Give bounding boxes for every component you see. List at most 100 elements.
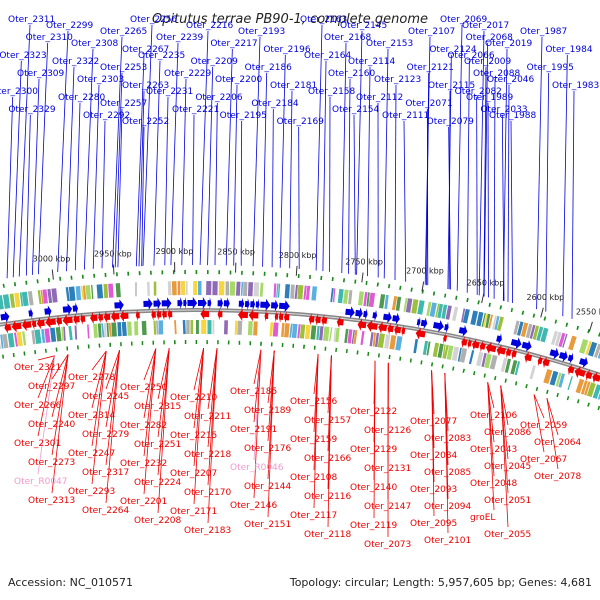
gene-label-bottom[interactable]: Oter_2315 [134, 402, 181, 412]
gene-label-bottom[interactable]: Oter_2210 [170, 393, 218, 403]
gene-arrow[interactable] [308, 313, 315, 326]
gene-label-top[interactable]: Oter_2196 [263, 45, 311, 55]
gene-label-top[interactable]: Oter_2300 [0, 87, 38, 97]
gene-label-bottom[interactable]: Oter_2176 [244, 444, 292, 454]
gene-arrow[interactable] [443, 332, 448, 345]
gene-label-bottom[interactable]: Oter_2147 [364, 502, 411, 512]
gene-arrow[interactable] [321, 314, 328, 327]
gene-arrow[interactable] [372, 309, 378, 322]
gene-arrow[interactable] [260, 298, 271, 311]
gene-arrow[interactable] [0, 310, 10, 323]
gene-label-top[interactable]: Oter_2256 [130, 15, 178, 25]
rna-label-bottom[interactable]: Oter_R0046 [230, 463, 284, 473]
gene-arrow[interactable] [207, 297, 212, 310]
gene-label-top[interactable]: Oter_1984 [545, 45, 593, 55]
gene-label-bottom[interactable]: Oter_2051 [484, 496, 531, 506]
gene-label-bottom[interactable]: Oter_2073 [364, 540, 411, 550]
gene-label-top[interactable]: Oter_2239 [156, 33, 204, 43]
gene-label-top[interactable]: Oter_2308 [71, 39, 119, 49]
gene-arrow[interactable] [4, 321, 12, 334]
gene-label-top[interactable]: Oter_2033 [480, 105, 527, 115]
gene-label-bottom[interactable]: Oter_2118 [304, 530, 352, 540]
gene-arrow[interactable] [567, 363, 575, 376]
gene-label-top[interactable]: Oter_2303 [77, 75, 124, 85]
gene-label-bottom[interactable]: Oter_2301 [14, 439, 61, 449]
gene-label-bottom[interactable]: Oter_2108 [290, 473, 338, 483]
gene-arrow[interactable] [274, 310, 279, 323]
gene-label-bottom[interactable]: Oter_2106 [470, 411, 518, 421]
gene-label-top[interactable]: Oter_2299 [46, 21, 94, 31]
gene-arrow[interactable] [537, 354, 543, 367]
gene-label-top[interactable]: Oter_2107 [408, 27, 455, 37]
gene-label-bottom[interactable]: Oter_2293 [68, 487, 115, 497]
gene-label-top[interactable]: Oter_2310 [26, 33, 74, 43]
gene-label-top[interactable]: Oter_2111 [382, 111, 429, 121]
gene-label-bottom[interactable]: Oter_2218 [184, 450, 232, 460]
gene-arrow[interactable] [45, 316, 56, 329]
gene-label-bottom[interactable]: Oter_2146 [230, 501, 278, 511]
gene-label-bottom[interactable]: Oter_2207 [170, 469, 217, 479]
gene-label-bottom[interactable]: Oter_2129 [350, 445, 398, 455]
gene-arrow[interactable] [248, 309, 259, 322]
gene-arrow[interactable] [264, 310, 269, 322]
gene-label-top[interactable]: Oter_2329 [8, 105, 56, 115]
gene-label-bottom[interactable]: Oter_2085 [424, 468, 471, 478]
gene-label-bottom[interactable]: Oter_2189 [244, 406, 292, 416]
gene-label-bottom[interactable]: Oter_2201 [120, 497, 167, 507]
gene-label-top[interactable]: Oter_2066 [447, 51, 495, 61]
gene-label-top[interactable]: Oter_2206 [195, 93, 243, 103]
gene-arrow[interactable] [198, 297, 207, 309]
gene-arrow[interactable] [485, 342, 497, 354]
gene-arrow[interactable] [98, 311, 104, 324]
gene-arrow[interactable] [223, 297, 230, 310]
gene-label-top[interactable]: Oter_1995 [527, 63, 574, 73]
gene-arrow[interactable] [542, 356, 550, 369]
gene-arrow[interactable] [574, 366, 586, 379]
gene-label-bottom[interactable]: Oter_2159 [290, 435, 338, 445]
gene-label-top[interactable]: Oter_2163 [300, 15, 347, 25]
gene-label-top[interactable]: Oter_2181 [270, 81, 317, 91]
gene-label-bottom[interactable]: Oter_2191 [230, 425, 277, 435]
gene-label-bottom[interactable]: Oter_2266 [14, 401, 62, 411]
gene-arrow[interactable] [394, 323, 402, 336]
gene-label-top[interactable]: Oter_2265 [100, 27, 147, 37]
gene-label-bottom[interactable]: Oter_2317 [82, 468, 129, 478]
gene-label-top[interactable]: Oter_1983 [552, 81, 599, 91]
gene-arrow[interactable] [401, 324, 406, 337]
gene-label-top[interactable]: Oter_2153 [366, 39, 413, 49]
gene-arrow[interactable] [336, 316, 344, 329]
gene-label-bottom[interactable]: Oter_2211 [184, 412, 231, 422]
gene-label-bottom[interactable]: Oter_2094 [424, 502, 472, 512]
gene-arrow[interactable] [357, 318, 367, 331]
gene-label-bottom[interactable]: Oter_2067 [520, 455, 567, 465]
gene-label-top[interactable]: Oter_2216 [186, 21, 234, 31]
gene-label-bottom[interactable]: Oter_2059 [520, 421, 568, 431]
gene-arrow[interactable] [345, 306, 355, 319]
gene-arrow[interactable] [161, 297, 172, 310]
gene-label-bottom[interactable]: Oter_2224 [134, 478, 182, 488]
gene-arrow[interactable] [283, 311, 290, 324]
gene-arrow[interactable] [366, 320, 378, 332]
gene-arrow[interactable] [255, 298, 260, 311]
gene-label-top[interactable]: Oter_2145 [340, 21, 387, 31]
gene-label-bottom[interactable]: Oter_2208 [134, 516, 182, 526]
gene-arrow[interactable] [73, 313, 80, 326]
gene-label-top[interactable]: Oter_2160 [328, 69, 376, 79]
gene-arrow[interactable] [153, 297, 161, 310]
gene-label-bottom[interactable]: Oter_2095 [410, 519, 457, 529]
gene-labels-bottom[interactable]: Oter_2321Oter_2297Oter_2266Oter_2240Oter… [14, 363, 582, 550]
gene-label-top[interactable]: Oter_2158 [308, 87, 356, 97]
gene-label-bottom[interactable]: Oter_2083 [424, 434, 471, 444]
gene-label-bottom[interactable]: Oter_2297 [28, 382, 75, 392]
gene-labels-top[interactable]: Oter_2311 Oter_2310 Oter_2323 Oter_2309 Oter… [0, 15, 599, 127]
gene-label-bottom[interactable]: Oter_2166 [304, 454, 352, 464]
gene-arrow[interactable] [387, 322, 394, 335]
gene-label-bottom[interactable]: Oter_2084 [410, 451, 458, 461]
gene-label-top[interactable]: Oter_2322 [52, 57, 99, 67]
gene-label-bottom[interactable]: Oter_2250 [120, 383, 168, 393]
gene-label-bottom[interactable]: Oter_2321 [14, 363, 61, 373]
gene-arrow[interactable] [80, 312, 86, 325]
gene-label-top[interactable]: Oter_2121 [407, 63, 454, 73]
gene-label-bottom[interactable]: Oter_2278 [68, 373, 116, 383]
gene-label-bottom[interactable]: Oter_2048 [470, 479, 518, 489]
